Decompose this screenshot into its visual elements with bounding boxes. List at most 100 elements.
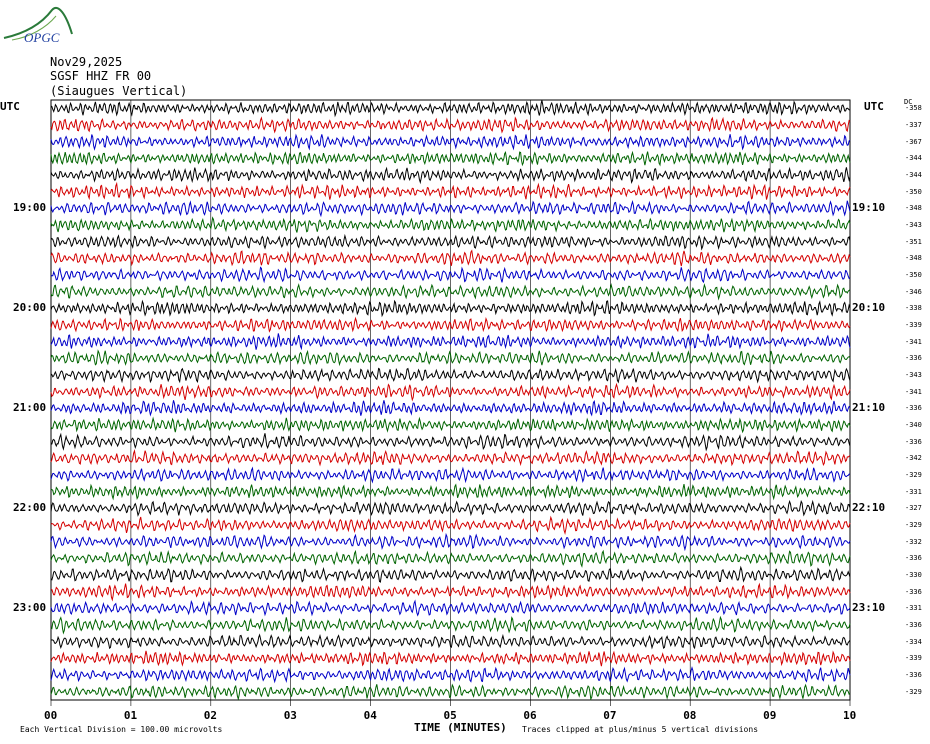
dc-offset-label: -350 — [905, 271, 922, 279]
dc-offset-label: -329 — [905, 687, 922, 696]
x-tick-label: 01 — [123, 709, 138, 722]
trace-row-0 — [50, 100, 851, 118]
x-tick-label: 03 — [283, 709, 297, 722]
dc-offset-label: -348 — [905, 204, 922, 213]
trace-row-17 — [50, 382, 851, 402]
left-hour-label: 22:00 — [13, 501, 47, 515]
x-tick-label: 06 — [523, 709, 537, 722]
dc-offset-label: -341 — [905, 387, 922, 396]
left-hour-label: 21:00 — [13, 401, 47, 415]
right-hour-label: 19:10 — [852, 201, 886, 215]
trace-row-19 — [50, 416, 851, 434]
left-hour-label: 19:00 — [13, 201, 47, 215]
header-date: Nov29,2025 — [50, 55, 123, 69]
utc-label-right: UTC — [864, 100, 884, 113]
trace-row-26 — [50, 532, 851, 552]
dc-offset-label: -336 — [905, 587, 922, 596]
dc-offset-label: -344 — [905, 154, 922, 163]
dc-offset-label: -330 — [905, 571, 922, 579]
trace-row-35 — [50, 683, 851, 701]
dc-offset-label: -339 — [905, 654, 922, 663]
dc-offset-label: -336 — [905, 554, 922, 563]
dc-offset-label: -342 — [905, 454, 922, 463]
x-tick-label: 08 — [683, 709, 697, 722]
dc-offset-label: -331 — [905, 487, 922, 496]
dc-offset-label: -336 — [905, 671, 922, 679]
trace-row-7 — [50, 216, 851, 234]
dc-offset-label: -340 — [905, 421, 922, 429]
trace-row-23 — [50, 483, 851, 501]
dc-offset-label: -336 — [905, 621, 922, 629]
x-tick-label: 04 — [363, 709, 377, 722]
dc-offset-label: -346 — [905, 287, 922, 296]
logo-swoosh-inner — [11, 15, 57, 41]
header-station: SGSF HHZ FR 00 — [50, 69, 152, 83]
traces — [50, 100, 851, 701]
trace-row-22 — [50, 466, 851, 484]
dc-offset-label: -337 — [905, 121, 922, 129]
trace-row-24 — [50, 499, 851, 517]
trace-row-20 — [50, 432, 851, 452]
right-hour-label: 22:10 — [852, 501, 886, 515]
trace-row-8 — [50, 233, 851, 251]
dc-offset-label: -334 — [905, 637, 922, 646]
left-hour-label: 20:00 — [13, 301, 47, 315]
dc-offset-label: -367 — [905, 137, 922, 146]
dc-offset-label: -336 — [905, 354, 922, 363]
trace-row-21 — [50, 448, 851, 467]
trace-row-25 — [50, 515, 851, 536]
x-tick-label: 07 — [603, 709, 617, 722]
trace-row-12 — [50, 299, 851, 318]
footer-scale-note: Each Vertical Division = 100.00 microvol… — [20, 725, 223, 734]
dc-offset-label: -331 — [905, 604, 922, 613]
trace-row-1 — [50, 116, 851, 134]
right-hour-label: 20:10 — [852, 301, 886, 315]
trace-row-27 — [50, 549, 851, 568]
dc-offset-label: -338 — [905, 304, 922, 313]
trace-row-29 — [50, 582, 851, 602]
header-location: (Siaugues Vertical) — [50, 84, 188, 98]
dc-offset-label: -348 — [905, 254, 922, 263]
x-tick-label: 05 — [443, 709, 457, 722]
trace-row-14 — [50, 333, 851, 351]
grid — [50, 99, 851, 706]
dc-offset-label: -336 — [905, 404, 922, 413]
dc-label: DC — [904, 98, 913, 106]
dc-offset-label: -341 — [905, 337, 922, 346]
trace-row-34 — [50, 666, 851, 684]
dc-offset-label: -343 — [905, 371, 922, 379]
trace-row-3 — [50, 150, 851, 167]
right-hour-label: 21:10 — [852, 401, 886, 415]
dc-offset-label: -332 — [905, 537, 922, 546]
dc-offset-label: -327 — [905, 504, 922, 513]
trace-row-28 — [50, 565, 851, 583]
trace-row-30 — [50, 599, 851, 617]
dc-offset-label: -351 — [905, 237, 922, 246]
trace-row-4 — [50, 166, 851, 185]
trace-row-5 — [50, 181, 851, 201]
logo-swoosh — [3, 6, 73, 39]
dc-offset-label: -339 — [905, 321, 922, 329]
dc-offset-label: -358 — [905, 104, 922, 113]
utc-label-left: UTC — [0, 100, 20, 113]
left-hour-label: 23:00 — [13, 601, 47, 615]
trace-row-18 — [50, 399, 851, 417]
dc-offset-label: -343 — [905, 221, 922, 229]
x-tick-label: 00 — [44, 709, 58, 722]
trace-row-11 — [50, 283, 851, 301]
dc-offset-label: -350 — [905, 187, 922, 196]
x-tick-label: 02 — [203, 709, 218, 722]
trace-row-2 — [50, 133, 851, 151]
trace-row-31 — [50, 615, 851, 635]
trace-row-13 — [50, 316, 851, 333]
logo-text: OPGC — [24, 30, 60, 45]
trace-row-10 — [50, 266, 851, 284]
trace-row-15 — [50, 349, 851, 367]
dc-offset-label: -329 — [905, 471, 922, 479]
trace-row-9 — [50, 249, 851, 267]
x-axis-label: TIME (MINUTES) — [414, 721, 507, 734]
dc-offset-label: -336 — [905, 437, 922, 446]
trace-row-33 — [50, 650, 851, 667]
right-hour-label: 23:10 — [852, 601, 886, 615]
